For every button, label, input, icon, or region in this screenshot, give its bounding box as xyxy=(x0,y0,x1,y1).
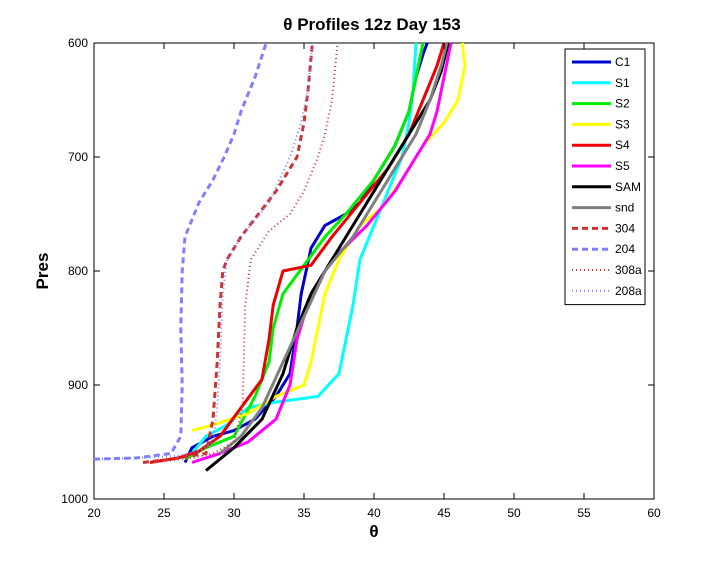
plot-area xyxy=(93,42,655,500)
y-axis-label: Pres xyxy=(33,253,52,290)
series-line-snd xyxy=(219,42,449,455)
x-tick-label: 20 xyxy=(87,506,101,520)
axis-ticks: 20 25 30 35 40 45 50 55 60 600 700 800 900 1000 xyxy=(61,36,661,520)
legend-label-snd: snd xyxy=(615,201,634,215)
series-line-S3 xyxy=(191,42,467,433)
chart-title: θ Profiles 12z Day 153 xyxy=(283,15,460,34)
legend-label-S5: S5 xyxy=(615,159,630,173)
y-tick-label: 1000 xyxy=(61,492,88,506)
series-line-304 xyxy=(142,42,314,464)
legend-label-S4: S4 xyxy=(615,138,630,152)
x-tick-label: 30 xyxy=(227,506,241,520)
y-tick-label: 900 xyxy=(68,378,88,392)
legend-label-308a: 308a xyxy=(615,263,642,277)
series-line-S4 xyxy=(149,42,446,464)
legend-label-SAM: SAM xyxy=(615,180,641,194)
x-tick-label: 60 xyxy=(647,506,661,520)
legend-label-204: 204 xyxy=(615,242,635,256)
x-tick-label: 55 xyxy=(577,506,591,520)
series-line-204 xyxy=(93,42,268,461)
legend-box xyxy=(564,48,646,306)
legend-label-304: 304 xyxy=(615,221,635,235)
legend-label-C1: C1 xyxy=(615,55,631,69)
x-tick-label: 40 xyxy=(367,506,381,520)
series-layer xyxy=(93,42,467,472)
y-tick-label: 600 xyxy=(68,36,88,50)
x-tick-label: 25 xyxy=(157,506,171,520)
y-tick-label: 700 xyxy=(68,150,88,164)
x-tick-label: 50 xyxy=(507,506,521,520)
legend: C1 S1 S2 S3 S4 S5 SAM snd 304 204 308a 208a xyxy=(564,48,646,306)
x-tick-label: 45 xyxy=(437,506,451,520)
legend-label-208a: 208a xyxy=(615,284,642,298)
y-tick-label: 800 xyxy=(68,264,88,278)
legend-label-S1: S1 xyxy=(615,76,630,90)
x-tick-label: 35 xyxy=(297,506,311,520)
legend-label-S3: S3 xyxy=(615,117,630,131)
x-axis-label: θ xyxy=(369,522,378,541)
legend-label-S2: S2 xyxy=(615,97,630,111)
